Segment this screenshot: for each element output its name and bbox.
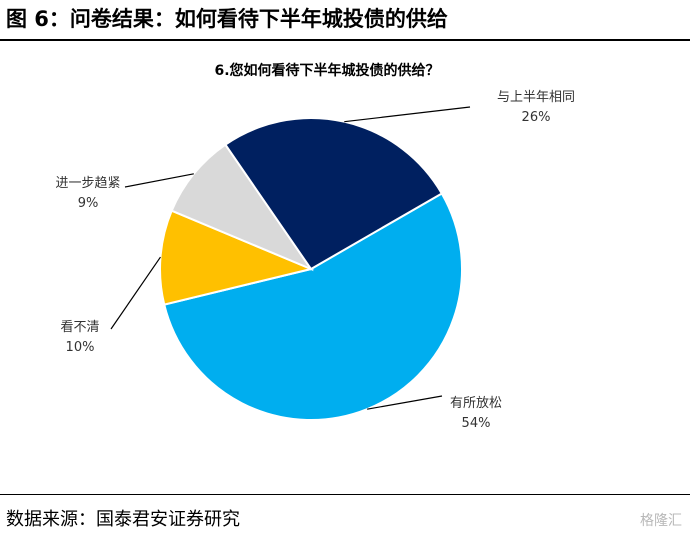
slice-value-4: 26% xyxy=(522,110,551,125)
leader-line-4 xyxy=(344,106,471,123)
slice-label-2: 看不清 xyxy=(60,319,99,335)
pie-chart-svg: 6.您如何看待下半年城投债的供给？ 有所放松 54% 看不清 10% 进一步趋紧 9% 与上… xyxy=(55,62,575,431)
figure-title: 图 6：问卷结果：如何看待下半年城投债的供给 xyxy=(6,7,448,31)
slice-value-1: 54% xyxy=(462,416,491,431)
leader-line-2 xyxy=(110,256,161,330)
leader-line-1 xyxy=(367,395,443,410)
label-leaders xyxy=(110,106,471,410)
slice-value-2: 10% xyxy=(66,340,95,355)
slice-label-1: 有所放松 xyxy=(450,396,502,411)
pie-slice-1 xyxy=(163,192,463,421)
source-note: 数据来源：国泰君安证券研究 xyxy=(6,509,240,530)
watermark-logo: 格隆汇 xyxy=(640,513,682,529)
slice-labels: 有所放松 54% 看不清 10% 进一步趋紧 9% 与上半年相同 26% xyxy=(55,90,575,431)
leader-line-3 xyxy=(124,173,194,188)
pie-slice-3 xyxy=(170,143,314,272)
slice-label-3: 进一步趋紧 xyxy=(55,176,120,191)
pie-chart: 6.您如何看待下半年城投债的供给？ 有所放松 54% 看不清 10% 进一步趋紧 9% 与上… xyxy=(0,41,690,494)
slice-value-3: 9% xyxy=(78,196,99,211)
bottom-rule xyxy=(0,494,690,495)
chart-title: 6.您如何看待下半年城投债的供给？ xyxy=(214,62,439,79)
pie-slices xyxy=(159,117,463,421)
pie-slice-4 xyxy=(223,117,444,271)
slice-label-4: 与上半年相同 xyxy=(497,90,575,105)
top-rule xyxy=(0,39,690,41)
